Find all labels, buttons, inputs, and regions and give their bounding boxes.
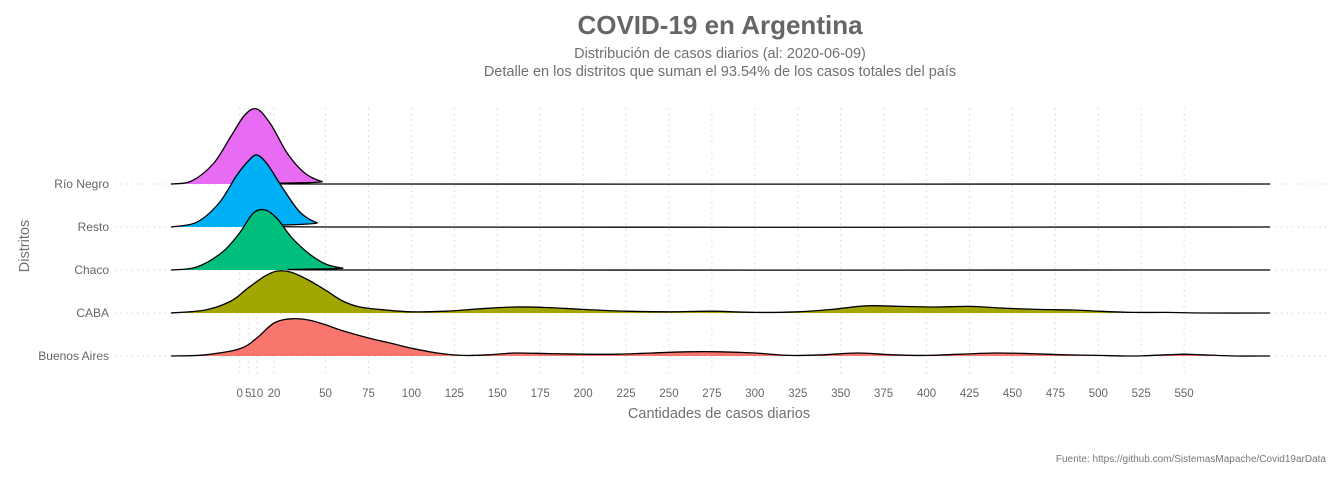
ridge-area-chaco — [171, 209, 1270, 271]
x-tick-label-5: 75 — [362, 388, 375, 400]
x-tick-label-0: 0 — [236, 388, 242, 400]
x-tick-label-8: 150 — [488, 388, 507, 400]
ridge-line-buenos-aires — [170, 317, 1271, 357]
x-tick-label-23: 525 — [1132, 388, 1151, 400]
ridge-line-chaco — [170, 208, 1271, 271]
x-tick-label-7: 125 — [445, 388, 464, 400]
y-axis-title: Distritos — [17, 220, 33, 272]
ridge-area-buenos-aires — [171, 318, 1270, 357]
x-tick-label-14: 300 — [745, 388, 764, 400]
ridge-area-caba — [171, 270, 1270, 314]
x-axis-title: Cantidades de casos diarios — [628, 406, 810, 422]
chart-subtitle-line-2: Detalle en los distritos que suman el 93… — [483, 64, 957, 80]
chart-subtitle-line-1: Distribución de casos diarios (al: 2020-… — [574, 46, 866, 62]
x-tick-label-13: 275 — [702, 388, 721, 400]
x-tick-label-20: 450 — [1003, 388, 1022, 400]
x-tick-label-12: 250 — [659, 388, 678, 400]
x-tick-labels: 0 510 20 50 75 100 125 150 175 200 225 250 275 300 325… — [236, 388, 1193, 400]
x-tick-label-9: 175 — [531, 388, 550, 400]
x-tick-label-18: 400 — [917, 388, 936, 400]
x-tick-label-17: 375 — [874, 388, 893, 400]
x-tick-label-6: 100 — [402, 388, 421, 400]
ridge-line-rio-negro — [170, 107, 1271, 185]
ridge-layer — [170, 107, 1271, 357]
x-tick-label-19: 425 — [960, 388, 979, 400]
ridge-area-resto — [171, 154, 1270, 228]
chart-title: COVID-19 en Argentina — [577, 10, 863, 40]
x-tick-label-3: 20 — [268, 388, 281, 400]
x-tick-label-15: 325 — [788, 388, 807, 400]
ridge-line-resto — [170, 154, 1271, 228]
x-tick-label-10: 200 — [574, 388, 593, 400]
y-tick-label-resto: Resto — [78, 220, 110, 234]
ridge-area-rio-negro — [171, 108, 1270, 185]
x-tick-label-22: 500 — [1089, 388, 1108, 400]
x-tick-label-1: 5 — [245, 388, 251, 400]
y-tick-labels: Río Negro Resto Chaco CABA Buenos Aires — [38, 177, 109, 363]
ridge-line-caba — [170, 270, 1271, 314]
x-tick-label-24: 550 — [1175, 388, 1194, 400]
x-tick-label-2: 10 — [251, 388, 264, 400]
y-tick-label-rio-negro: Río Negro — [54, 177, 109, 191]
source-caption: Fuente: https://github.com/SistemasMapac… — [1055, 454, 1326, 465]
x-tick-label-21: 475 — [1046, 388, 1065, 400]
y-tick-label-chaco: Chaco — [74, 263, 109, 277]
y-tick-label-caba: CABA — [76, 306, 109, 320]
x-tick-label-4: 50 — [319, 388, 332, 400]
x-tick-label-11: 225 — [617, 388, 636, 400]
y-tick-label-buenos-aires: Buenos Aires — [38, 349, 109, 363]
x-tick-label-16: 350 — [831, 388, 850, 400]
